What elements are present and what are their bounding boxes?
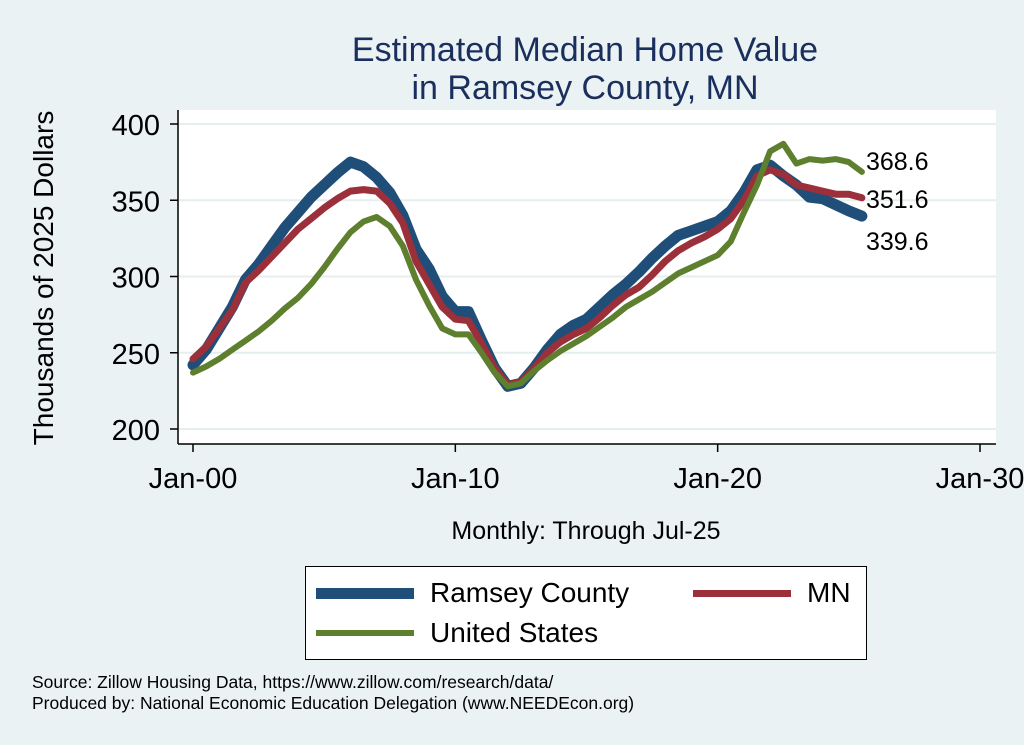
legend-swatch-mn [693, 589, 791, 597]
end-value-label: 351.6 [866, 186, 929, 214]
x-tick-label: Jan-30 [936, 463, 1024, 495]
x-tick-label: Jan-20 [673, 463, 762, 495]
x-axis-label: Monthly: Through Jul-25 [451, 517, 721, 545]
producer-note: Produced by: National Economic Education… [32, 693, 635, 713]
chart-title-line-2: in Ramsey County, MN [411, 69, 759, 107]
legend-swatch-us [316, 630, 414, 636]
end-value-label: 339.6 [866, 228, 929, 256]
legend: Ramsey County MN United States [305, 566, 867, 660]
legend-label-ramsey: Ramsey County [430, 577, 630, 608]
x-tick-label: Jan-10 [411, 463, 500, 495]
end-value-label: 368.6 [866, 148, 929, 176]
axes: 200 250 300 350 400 Jan-00 Jan-10 Jan-20 Jan-30 [112, 110, 1024, 495]
legend-item-ramsey: Ramsey County [316, 577, 629, 609]
legend-label-us: United States [430, 617, 599, 648]
y-tick-label: 200 [112, 415, 160, 447]
legend-swatch-ramsey [316, 587, 414, 599]
legend-label-mn: MN [807, 577, 851, 608]
legend-item-us: United States [316, 617, 598, 649]
x-tick-label: Jan-00 [149, 463, 238, 495]
y-tick-label: 250 [112, 339, 160, 371]
series-line-united-states [190, 140, 865, 390]
chart-title-line-1: Estimated Median Home Value [351, 31, 819, 69]
source-note: Source: Zillow Housing Data, https://www… [32, 672, 554, 692]
legend-item-mn: MN [693, 577, 851, 609]
y-tick-label: 400 [112, 110, 160, 142]
y-tick-label: 300 [112, 263, 160, 295]
end-labels: 339.6 351.6 368.6 [866, 148, 929, 256]
y-tick-label: 350 [112, 186, 160, 218]
series-layer [187, 140, 868, 392]
y-axis-label: Thousands of 2025 Dollars [28, 110, 59, 446]
